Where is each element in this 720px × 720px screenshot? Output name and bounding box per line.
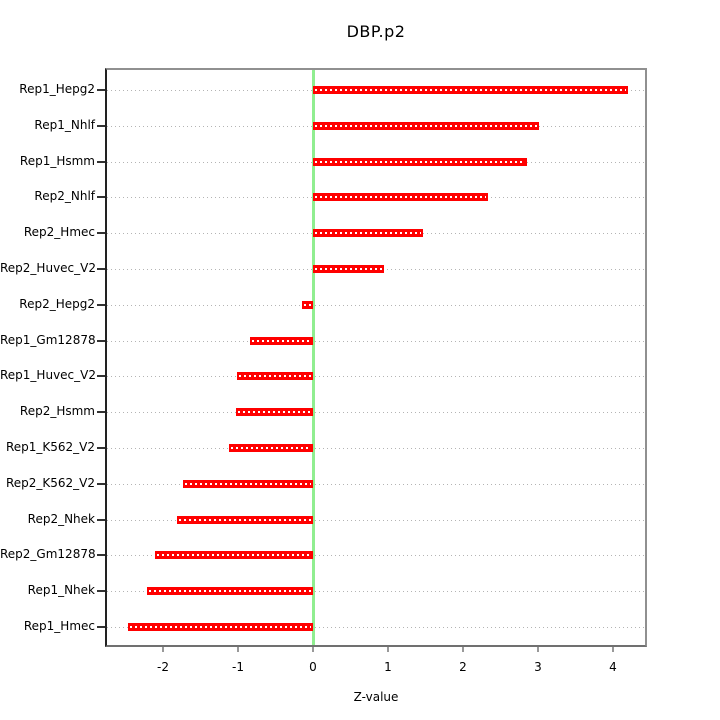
- bar-centerline-dots: [179, 519, 311, 521]
- bar-centerline-dots: [304, 304, 311, 306]
- gridline: [107, 305, 645, 306]
- zero-reference-line: [312, 70, 315, 645]
- y-axis-tick: [97, 232, 105, 234]
- y-axis-tick: [97, 304, 105, 306]
- category-label: Rep1_Gm12878: [0, 333, 96, 347]
- bar-centerline-dots: [315, 196, 486, 198]
- gridline: [107, 520, 645, 521]
- y-axis-tick: [97, 375, 105, 377]
- category-label: Rep2_Nhlf: [34, 189, 95, 203]
- x-axis-tick: [387, 647, 389, 652]
- y-axis-tick: [97, 89, 105, 91]
- category-label: Rep2_Nhek: [27, 512, 95, 526]
- bar-Rep1_K562_V2: [229, 444, 313, 452]
- y-axis-tick: [97, 447, 105, 449]
- bar-centerline-dots: [239, 375, 311, 377]
- gridline: [107, 376, 645, 377]
- y-axis-tick: [97, 411, 105, 413]
- x-axis-tick: [537, 647, 539, 652]
- category-label: Rep2_K562_V2: [5, 476, 95, 490]
- gridline: [107, 341, 645, 342]
- gridline: [107, 627, 645, 628]
- bar-Rep2_Nhlf: [313, 193, 488, 201]
- category-label: Rep1_Hmec: [23, 619, 95, 633]
- x-axis-tick: [237, 647, 239, 652]
- bar-Rep2_K562_V2: [183, 480, 313, 488]
- x-tick-label: 1: [384, 660, 392, 674]
- x-axis-label: Z-value: [353, 690, 399, 704]
- bar-centerline-dots: [149, 590, 311, 592]
- y-axis-tick: [97, 590, 105, 592]
- x-tick-label: 2: [459, 660, 467, 674]
- bar-Rep1_Huvec_V2: [237, 372, 313, 380]
- bar-centerline-dots: [315, 161, 525, 163]
- bar-Rep2_Hepg2: [302, 301, 313, 309]
- category-label: Rep1_K562_V2: [5, 440, 95, 454]
- bar-Rep1_Hsmm: [313, 158, 527, 166]
- bar-Rep2_Hsmm: [236, 408, 313, 416]
- x-tick-label: 4: [609, 660, 617, 674]
- bar-Rep2_Nhek: [177, 516, 313, 524]
- y-axis-tick: [97, 268, 105, 270]
- category-label: Rep2_Hmec: [23, 225, 95, 239]
- x-tick-label: -1: [232, 660, 244, 674]
- bar-centerline-dots: [130, 626, 311, 628]
- y-axis-tick: [97, 161, 105, 163]
- x-tick-label: 0: [309, 660, 317, 674]
- y-axis-tick: [97, 483, 105, 485]
- category-label: Rep2_Hsmm: [19, 404, 95, 418]
- category-label: Rep1_Huvec_V2: [0, 368, 96, 382]
- gridline: [107, 484, 645, 485]
- category-label: Rep1_Hsmm: [19, 154, 95, 168]
- bar-Rep1_Gm12878: [250, 337, 313, 345]
- x-axis-tick: [462, 647, 464, 652]
- x-tick-label: 3: [534, 660, 542, 674]
- bar-Rep1_Hepg2: [313, 86, 628, 94]
- gridline: [107, 448, 645, 449]
- bar-centerline-dots: [157, 554, 311, 556]
- y-axis-tick: [97, 626, 105, 628]
- category-label: Rep1_Hepg2: [19, 82, 95, 96]
- category-label: Rep1_Nhlf: [34, 118, 95, 132]
- gridline: [107, 555, 645, 556]
- y-axis-tick: [97, 519, 105, 521]
- x-axis-tick: [312, 647, 314, 652]
- bar-Rep2_Hmec: [313, 229, 423, 237]
- bar-centerline-dots: [315, 89, 626, 91]
- category-label: Rep2_Hepg2: [19, 297, 95, 311]
- plot-inner: [107, 70, 645, 645]
- bar-centerline-dots: [315, 268, 382, 270]
- bar-Rep1_Hmec: [128, 623, 313, 631]
- x-tick-label: -2: [157, 660, 169, 674]
- bar-centerline-dots: [185, 483, 311, 485]
- bar-centerline-dots: [252, 340, 311, 342]
- bar-Rep1_Nhlf: [313, 122, 539, 130]
- x-axis-tick: [612, 647, 614, 652]
- bar-centerline-dots: [238, 411, 311, 413]
- category-label: Rep2_Gm12878: [0, 547, 96, 561]
- gridline: [107, 591, 645, 592]
- bar-Rep2_Huvec_V2: [313, 265, 384, 273]
- category-label: Rep2_Huvec_V2: [0, 261, 96, 275]
- gridline: [107, 412, 645, 413]
- y-axis-tick: [97, 554, 105, 556]
- bar-Rep2_Gm12878: [155, 551, 313, 559]
- bar-Rep1_Nhek: [147, 587, 313, 595]
- category-label: Rep1_Nhek: [27, 583, 95, 597]
- y-axis-tick: [97, 125, 105, 127]
- bar-centerline-dots: [315, 125, 537, 127]
- x-axis-tick: [162, 647, 164, 652]
- y-axis-tick: [97, 340, 105, 342]
- plot-area: [105, 68, 647, 647]
- y-axis-tick: [97, 196, 105, 198]
- chart-title: DBP.p2: [346, 22, 406, 41]
- bar-centerline-dots: [315, 232, 421, 234]
- bar-centerline-dots: [231, 447, 311, 449]
